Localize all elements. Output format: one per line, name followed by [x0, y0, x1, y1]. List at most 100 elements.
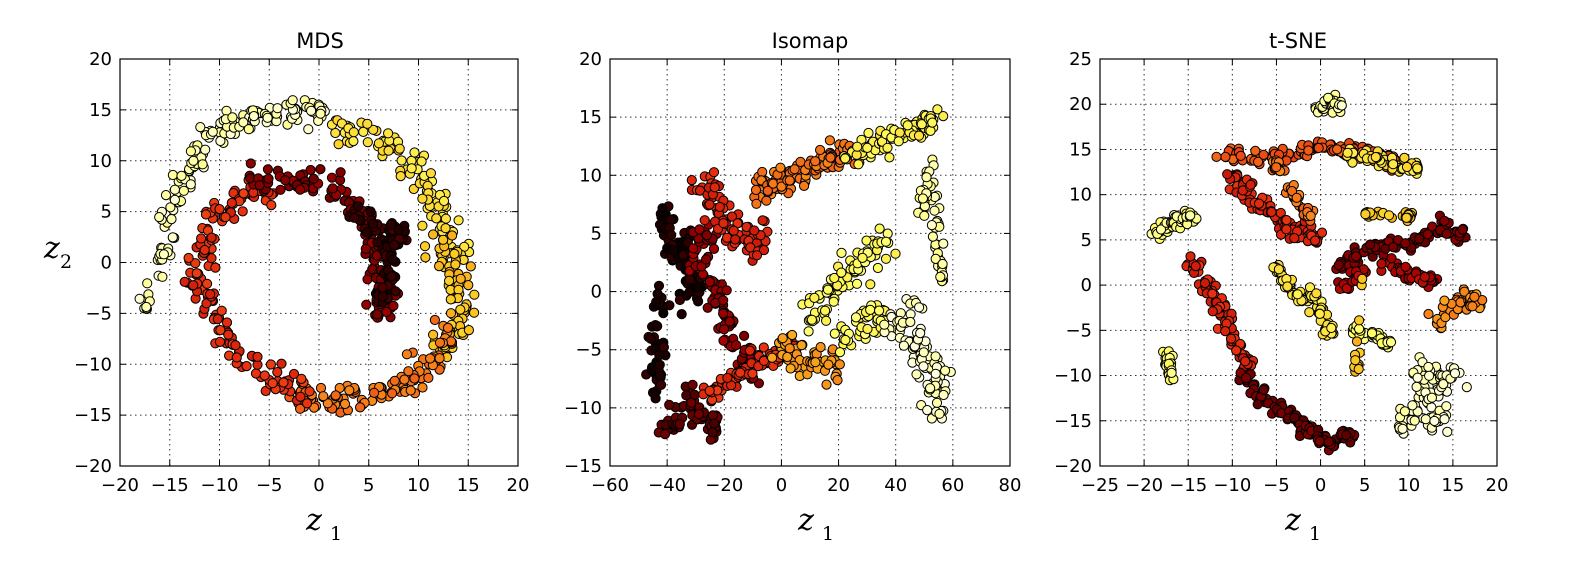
data-point	[722, 372, 733, 383]
data-point	[829, 272, 840, 284]
x-tick-label: −20	[1125, 475, 1163, 496]
x-tick-label: −20	[101, 475, 139, 496]
data-point	[815, 342, 826, 353]
panel-title: Isomap	[772, 29, 849, 53]
data-point	[719, 324, 730, 335]
data-point	[718, 308, 729, 319]
data-point	[428, 329, 439, 340]
data-point	[918, 347, 929, 358]
data-point	[463, 325, 474, 336]
data-point	[1409, 415, 1420, 426]
data-point	[434, 261, 445, 272]
data-point	[687, 379, 698, 390]
x-axis-label-subscript: 1	[822, 523, 834, 545]
data-point	[160, 190, 172, 201]
data-point	[185, 146, 196, 157]
plot-frame	[1099, 58, 1498, 467]
data-point	[1253, 198, 1265, 209]
data-point	[744, 345, 756, 356]
data-point	[445, 308, 457, 319]
data-point	[704, 385, 715, 396]
x-tick-label: 40	[884, 475, 907, 496]
data-point	[420, 252, 431, 263]
data-point	[1211, 151, 1222, 162]
data-point	[202, 278, 213, 289]
y-tick-label: 15	[89, 100, 112, 121]
data-point	[921, 172, 932, 183]
x-axis-label-subscript: 1	[1309, 523, 1321, 545]
data-point	[865, 304, 876, 315]
data-point	[406, 163, 417, 174]
data-point	[1457, 224, 1468, 235]
data-point	[1386, 253, 1397, 264]
data-point	[1250, 145, 1261, 156]
data-point	[757, 215, 768, 226]
data-point	[918, 361, 929, 372]
data-point	[1155, 224, 1167, 235]
x-tick-label: 15	[457, 475, 480, 496]
data-point	[401, 349, 412, 360]
y-tick-label: −10	[1054, 366, 1092, 387]
data-point	[389, 239, 400, 251]
data-point	[1185, 251, 1196, 262]
data-point	[315, 108, 326, 119]
plot-frame	[609, 58, 1011, 467]
data-point	[782, 351, 793, 363]
x-axis-label: z	[1284, 503, 1301, 538]
panel-tsne: t-SNE z 1 −25 −20 −15 −10 −5 0 5 10 15 20−20−15−1…	[1054, 29, 1508, 545]
data-point	[200, 144, 211, 155]
data-point	[751, 198, 762, 209]
data-point	[850, 312, 862, 323]
data-point	[386, 271, 397, 282]
data-point	[930, 253, 941, 264]
data-point	[930, 368, 941, 379]
data-point	[369, 387, 380, 398]
data-point	[718, 218, 729, 229]
data-point	[230, 340, 241, 351]
data-point	[243, 124, 254, 135]
data-point	[714, 201, 725, 213]
data-point	[216, 305, 227, 316]
data-point	[1282, 281, 1293, 292]
data-point	[890, 248, 901, 259]
x-tick-label: −5	[256, 475, 283, 496]
data-point	[806, 314, 818, 325]
x-tick-label: 60	[941, 475, 964, 496]
data-point	[1185, 210, 1196, 221]
data-point	[330, 390, 341, 401]
data-point	[214, 204, 225, 215]
y-tick-label: −20	[1054, 456, 1092, 477]
data-point	[165, 202, 176, 213]
data-point	[784, 343, 795, 354]
data-point	[205, 289, 216, 300]
data-point	[1411, 381, 1422, 392]
data-point	[1258, 384, 1269, 395]
data-point	[267, 378, 278, 389]
data-point	[1467, 301, 1478, 312]
data-point	[447, 230, 458, 241]
data-point	[832, 375, 843, 386]
data-point	[693, 282, 704, 293]
data-point	[362, 137, 373, 148]
data-point	[377, 282, 388, 293]
x-axis-label: z	[305, 503, 322, 538]
data-point	[1429, 415, 1440, 427]
data-point	[1289, 233, 1300, 244]
data-point	[1336, 100, 1347, 111]
x-tick-label: −20	[705, 475, 743, 496]
data-point	[1412, 372, 1423, 383]
x-tick-label: 15	[1441, 475, 1464, 496]
data-point	[1438, 379, 1449, 390]
data-point	[238, 188, 249, 199]
data-point	[934, 408, 945, 419]
data-point	[1351, 336, 1363, 347]
data-point	[879, 319, 890, 330]
y-tick-label: 20	[89, 49, 112, 70]
data-point	[749, 225, 760, 236]
data-point	[730, 234, 741, 245]
x-tick-label: 5	[1359, 475, 1370, 496]
data-point	[821, 315, 832, 326]
data-point	[434, 353, 445, 364]
data-point	[220, 212, 231, 223]
x-tick-label: 20	[507, 475, 530, 496]
